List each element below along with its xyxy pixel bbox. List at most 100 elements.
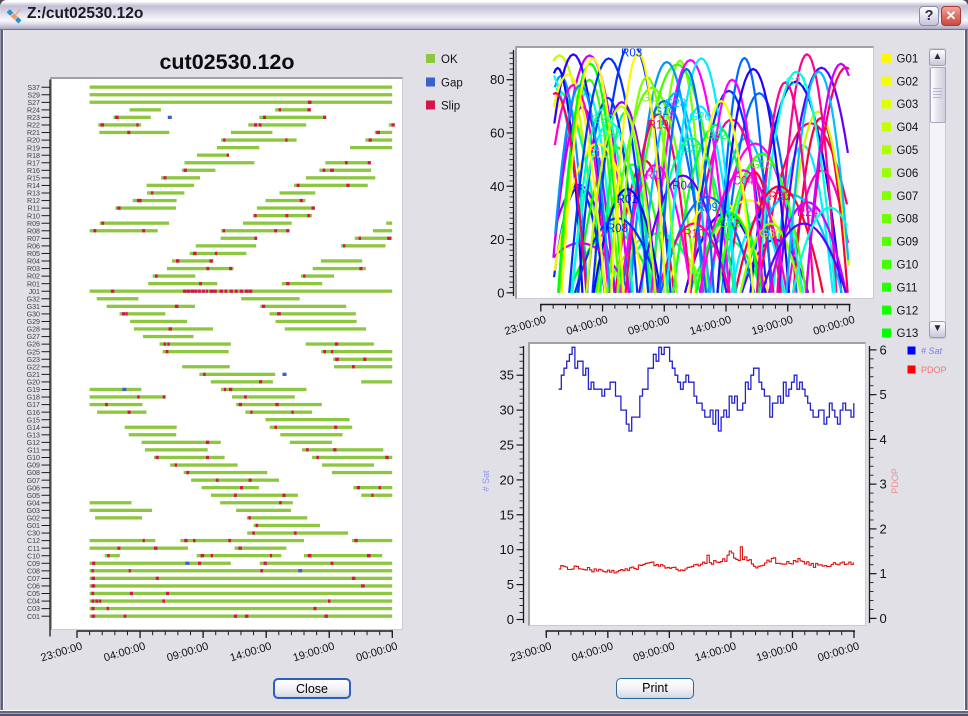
svg-text:# Sat: # Sat <box>481 470 491 492</box>
svg-text:S37: S37 <box>27 84 40 92</box>
svg-text:G05: G05 <box>897 145 919 157</box>
svg-text:G17: G17 <box>641 93 663 105</box>
svg-text:R14: R14 <box>27 182 40 190</box>
svg-text:G17: G17 <box>27 401 40 409</box>
svg-text:R09: R09 <box>27 220 40 228</box>
svg-text:G01: G01 <box>27 522 40 530</box>
svg-text:60: 60 <box>490 125 504 140</box>
svg-text:40: 40 <box>490 179 504 194</box>
svg-text:G04: G04 <box>27 499 40 507</box>
svg-text:35: 35 <box>500 368 514 383</box>
svg-text:30: 30 <box>500 403 514 418</box>
svg-text:R04: R04 <box>27 258 40 266</box>
svg-text:C06: C06 <box>27 583 40 591</box>
svg-text:G02: G02 <box>27 515 40 523</box>
svg-text:G30: G30 <box>27 311 40 319</box>
svg-text:R22: R22 <box>27 122 40 130</box>
svg-text:04:00:00: 04:00:00 <box>102 640 146 664</box>
svg-text:G30: G30 <box>760 229 782 241</box>
svg-text:0: 0 <box>507 612 514 627</box>
svg-text:R21: R21 <box>27 129 40 137</box>
svg-text:04:00:00: 04:00:00 <box>565 314 609 338</box>
svg-text:G02: G02 <box>897 76 919 88</box>
svg-text:19:00:00: 19:00:00 <box>292 640 336 664</box>
svg-text:Slip: Slip <box>441 101 460 113</box>
svg-text:R08: R08 <box>27 227 40 235</box>
svg-text:23:00:00: 23:00:00 <box>503 314 547 338</box>
svg-text:C07: C07 <box>27 575 40 583</box>
svg-text:G09: G09 <box>897 237 919 249</box>
svg-text:G23: G23 <box>599 127 621 139</box>
svg-text:R11: R11 <box>28 205 41 213</box>
svg-text:19:00:00: 19:00:00 <box>755 640 799 664</box>
svg-text:Gap: Gap <box>441 78 463 90</box>
svg-text:C11: C11 <box>28 545 41 553</box>
svg-text:R18: R18 <box>27 152 40 160</box>
svg-text:6: 6 <box>880 342 887 357</box>
svg-text:R03: R03 <box>621 47 642 59</box>
svg-text:G31: G31 <box>27 303 40 311</box>
svg-text:G09: G09 <box>27 462 40 470</box>
svg-text:G07: G07 <box>897 191 919 203</box>
svg-text:G21: G21 <box>786 77 808 89</box>
svg-text:G12: G12 <box>897 305 919 317</box>
svg-text:G26: G26 <box>689 111 711 123</box>
svg-text:09:00:00: 09:00:00 <box>166 640 210 664</box>
svg-text:R04: R04 <box>672 181 694 193</box>
svg-text:G01: G01 <box>897 53 919 65</box>
svg-text:R03: R03 <box>27 265 40 273</box>
svg-text:14:00:00: 14:00:00 <box>229 640 273 664</box>
svg-text:G11: G11 <box>897 282 918 294</box>
svg-text:G03: G03 <box>897 99 919 111</box>
svg-text:G05: G05 <box>27 492 40 500</box>
svg-text:G11: G11 <box>587 149 608 161</box>
svg-text:C03: C03 <box>27 605 40 613</box>
svg-text:R01: R01 <box>617 194 638 206</box>
svg-text:R19: R19 <box>648 119 669 131</box>
svg-text:G15: G15 <box>27 416 40 424</box>
svg-text:23:00:00: 23:00:00 <box>509 640 553 664</box>
svg-text:00:00:00: 00:00:00 <box>812 314 856 338</box>
svg-text:R20: R20 <box>769 191 790 203</box>
svg-text:G32: G32 <box>27 295 40 303</box>
svg-text:1: 1 <box>880 566 887 581</box>
svg-text:C04: C04 <box>733 175 755 187</box>
svg-text:PDOP: PDOP <box>921 365 947 375</box>
svg-text:PDOP: PDOP <box>890 468 900 494</box>
svg-text:G13: G13 <box>897 328 919 340</box>
svg-text:G04: G04 <box>897 122 919 134</box>
svg-text:G06: G06 <box>897 168 919 180</box>
svg-text:G10: G10 <box>27 454 40 462</box>
svg-text:J01: J01 <box>29 288 40 296</box>
svg-text:G29: G29 <box>27 318 40 326</box>
svg-text:R13: R13 <box>27 190 40 198</box>
svg-text:R08: R08 <box>607 223 628 235</box>
svg-text:S27: S27 <box>27 99 40 107</box>
svg-text:G25: G25 <box>681 143 703 155</box>
svg-text:14:00:00: 14:00:00 <box>693 640 737 664</box>
svg-text:C08: C08 <box>27 567 40 575</box>
svg-text:20: 20 <box>490 232 504 247</box>
svg-text:G10: G10 <box>653 106 675 118</box>
svg-text:G32: G32 <box>705 130 727 142</box>
svg-text:09:00:00: 09:00:00 <box>632 640 676 664</box>
svg-text:# Sat: # Sat <box>921 346 943 356</box>
svg-text:G08: G08 <box>27 469 40 477</box>
svg-text:09:00:00: 09:00:00 <box>627 314 671 338</box>
svg-text:C05: C05 <box>27 590 40 598</box>
svg-text:R24: R24 <box>797 207 819 219</box>
svg-text:G26: G26 <box>27 341 40 349</box>
svg-text:R17: R17 <box>27 159 40 167</box>
svg-text:C04: C04 <box>27 598 40 606</box>
svg-text:G12: G12 <box>27 439 40 447</box>
svg-text:00:00:00: 00:00:00 <box>355 640 399 664</box>
svg-text:R02: R02 <box>27 273 40 281</box>
svg-text:C30: C30 <box>27 530 40 538</box>
svg-text:80: 80 <box>490 72 504 87</box>
svg-text:R06: R06 <box>27 242 40 250</box>
svg-text:R12: R12 <box>27 197 40 205</box>
svg-text:R20: R20 <box>27 137 40 145</box>
svg-text:OK: OK <box>441 54 458 66</box>
svg-text:19:00:00: 19:00:00 <box>750 314 794 338</box>
svg-text:R23: R23 <box>27 114 40 122</box>
